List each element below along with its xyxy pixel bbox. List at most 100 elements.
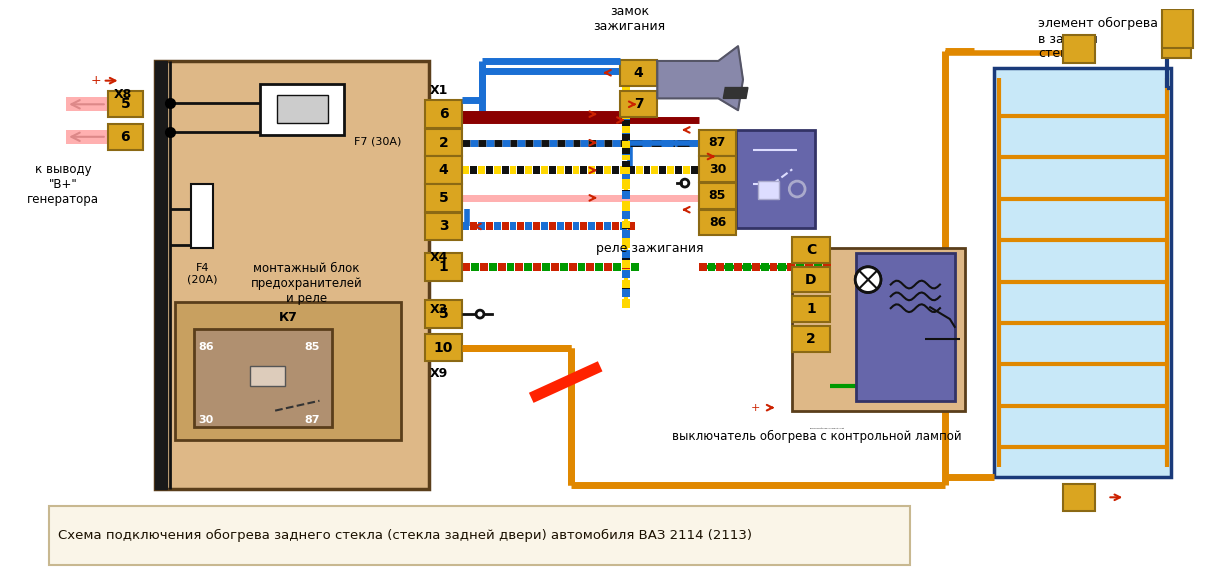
Bar (425, 156, 462, 184)
Bar (731, 166, 737, 174)
Bar (699, 166, 705, 174)
Circle shape (855, 267, 881, 293)
Bar (470, 223, 477, 230)
Text: X4: X4 (430, 251, 448, 265)
Text: F4: F4 (196, 263, 209, 273)
Bar (620, 60, 657, 86)
Bar (425, 334, 462, 361)
Bar (622, 290, 629, 297)
Bar (578, 263, 585, 271)
Bar (494, 166, 501, 174)
Bar (743, 263, 750, 271)
Bar (192, 184, 213, 248)
Bar (425, 100, 462, 128)
Bar (66, 130, 108, 143)
Bar (533, 263, 541, 271)
Circle shape (681, 179, 689, 187)
Bar (792, 296, 830, 322)
Bar (549, 166, 556, 174)
Bar (792, 326, 830, 352)
Bar (683, 166, 689, 174)
Text: элемент обогрева: элемент обогрева (1039, 17, 1158, 30)
Bar (622, 299, 629, 307)
Bar (857, 253, 954, 401)
Bar (557, 223, 563, 230)
Bar (622, 253, 629, 261)
Bar (510, 166, 517, 174)
Bar (507, 263, 514, 271)
Bar (667, 166, 675, 174)
Bar (622, 174, 629, 182)
Bar (560, 263, 568, 271)
Bar (541, 223, 547, 230)
Bar (622, 237, 629, 245)
Bar (792, 267, 830, 293)
Text: реле зажигания: реле зажигания (595, 241, 703, 255)
Bar (620, 223, 627, 230)
Bar (797, 263, 804, 271)
Bar (622, 106, 629, 112)
Bar (622, 191, 629, 199)
Text: 6: 6 (439, 107, 448, 121)
Bar (675, 166, 682, 174)
Bar (587, 263, 594, 271)
Bar (699, 130, 736, 156)
Bar (251, 366, 285, 386)
Bar (628, 223, 634, 230)
Bar (1063, 483, 1095, 511)
Bar (580, 223, 588, 230)
Bar (1063, 36, 1095, 63)
Bar (486, 166, 492, 174)
Bar (543, 263, 550, 271)
Text: 7: 7 (634, 97, 644, 111)
Bar (758, 181, 780, 199)
Text: C: C (805, 243, 816, 257)
Bar (489, 263, 496, 271)
Bar (622, 141, 629, 147)
Bar (622, 83, 629, 90)
Text: X9: X9 (430, 367, 448, 380)
Bar (516, 263, 523, 271)
Bar (622, 220, 629, 229)
Bar (462, 166, 469, 174)
Bar (622, 122, 629, 130)
Bar (525, 166, 533, 174)
Bar (644, 166, 650, 174)
Bar (425, 129, 462, 156)
Bar (462, 223, 469, 230)
Bar (595, 263, 604, 271)
Bar (613, 263, 621, 271)
Bar (752, 263, 760, 271)
Bar (425, 184, 462, 212)
Bar (622, 171, 629, 179)
Text: замок
зажигания: замок зажигания (594, 5, 666, 33)
Bar (622, 99, 629, 106)
Circle shape (477, 310, 484, 318)
Text: 87: 87 (709, 136, 726, 149)
Text: 10: 10 (434, 340, 453, 354)
Bar (549, 223, 556, 230)
Bar (155, 61, 429, 489)
Bar (622, 263, 629, 271)
Bar (734, 263, 742, 271)
Bar (622, 112, 629, 120)
Bar (49, 506, 910, 566)
Bar (814, 263, 821, 271)
Text: в заднем: в заднем (1039, 32, 1099, 45)
Bar (822, 263, 831, 271)
Bar (494, 223, 501, 230)
Text: 6: 6 (121, 130, 131, 144)
Bar (690, 166, 698, 174)
Bar (635, 166, 643, 174)
Bar (622, 132, 629, 140)
Bar (525, 223, 533, 230)
Bar (622, 190, 629, 198)
Bar (631, 263, 639, 271)
Text: 4: 4 (634, 66, 644, 80)
Bar (502, 166, 508, 174)
Bar (573, 166, 579, 174)
Text: 85: 85 (709, 189, 726, 202)
Bar (708, 263, 715, 271)
Bar (517, 223, 524, 230)
Bar (557, 166, 563, 174)
